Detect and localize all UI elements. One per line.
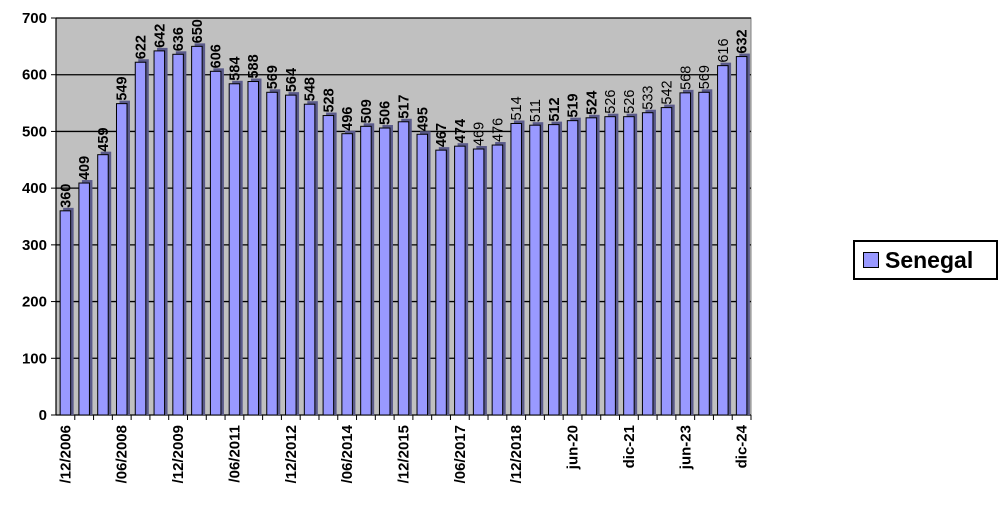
data-label: 632: [735, 29, 751, 53]
data-label: 616: [716, 38, 732, 62]
bar: [454, 145, 466, 416]
x-tick-label: /06/2017: [452, 425, 469, 483]
data-label: 549: [115, 76, 131, 100]
data-label: 584: [227, 57, 243, 81]
data-label: 564: [284, 68, 300, 92]
data-label: 511: [528, 99, 544, 122]
data-label: 509: [359, 99, 375, 123]
bar: [153, 50, 166, 416]
data-label: 568: [678, 66, 694, 90]
bar: [566, 120, 579, 416]
data-label: 542: [659, 80, 675, 104]
bar: [266, 91, 278, 416]
data-label: 569: [265, 65, 281, 89]
bar: [360, 125, 372, 416]
bar: [191, 45, 203, 416]
x-tick-label: /12/2009: [170, 425, 187, 483]
data-label: 636: [171, 27, 187, 51]
bar: [529, 124, 541, 416]
bar: [623, 116, 635, 416]
bar: [78, 182, 90, 416]
bar: [322, 115, 335, 416]
y-tick-label: 500: [22, 123, 47, 140]
data-label: 474: [453, 119, 469, 143]
bar: [548, 124, 560, 416]
data-label: 512: [547, 97, 563, 121]
data-label: 506: [378, 101, 394, 125]
y-tick-label: 100: [22, 350, 47, 367]
x-tick-label: /12/2015: [396, 425, 413, 483]
bar: [134, 61, 147, 416]
bar: [397, 121, 410, 416]
bar: [97, 154, 109, 416]
x-tick-label: jun-23: [677, 425, 694, 470]
x-tick-label: dic-21: [621, 425, 638, 468]
bar: [247, 81, 259, 416]
y-tick-label: 200: [22, 294, 47, 311]
x-tick-label: /12/2006: [57, 425, 74, 483]
x-tick-label: dic-24: [734, 424, 751, 468]
x-tick-label: /06/2011: [226, 425, 243, 483]
bar: [510, 122, 522, 416]
legend-swatch: [863, 252, 879, 268]
x-tick-label: jun-20: [565, 425, 582, 470]
legend-label: Senegal: [885, 246, 974, 273]
data-label: 606: [209, 44, 225, 68]
bar: [679, 92, 692, 416]
bar: [115, 103, 128, 416]
data-label: 622: [134, 35, 150, 59]
x-tick-label: /12/2018: [508, 425, 525, 483]
bar: [604, 116, 616, 416]
bar: [172, 53, 184, 416]
bar: [472, 148, 485, 416]
bar: [585, 117, 598, 416]
bar: [491, 144, 504, 416]
data-label: 642: [152, 24, 168, 48]
data-label: 469: [472, 122, 488, 146]
bar: [285, 94, 297, 416]
data-label: 495: [415, 107, 431, 131]
bar: [228, 83, 241, 416]
bar: [59, 210, 72, 416]
bar: [435, 149, 447, 416]
bar: [717, 65, 729, 416]
legend: Senegal: [853, 240, 998, 280]
data-label: 650: [190, 19, 206, 43]
y-tick-label: 400: [22, 180, 47, 197]
x-tick-label: /06/2014: [339, 424, 356, 483]
data-label: 496: [340, 106, 356, 130]
data-label: 528: [321, 88, 337, 112]
bar: [735, 56, 748, 416]
bar: [341, 133, 353, 416]
data-label: 524: [584, 91, 600, 115]
data-label: 526: [603, 89, 619, 113]
data-label: 514: [509, 96, 525, 120]
y-tick-label: 700: [22, 10, 47, 27]
bar: [209, 70, 222, 416]
data-label: 476: [490, 118, 506, 142]
bar: [698, 91, 710, 416]
bar: [378, 127, 391, 416]
y-tick-label: 0: [39, 407, 47, 424]
y-tick-label: 600: [22, 67, 47, 84]
bar: [303, 103, 316, 416]
data-label: 526: [622, 89, 638, 113]
data-label: 459: [96, 127, 112, 151]
data-label: 533: [641, 86, 657, 110]
x-tick-label: /12/2012: [283, 425, 300, 483]
y-tick-label: 300: [22, 237, 47, 254]
data-label: 569: [697, 65, 713, 89]
data-label: 548: [303, 77, 319, 101]
data-label: 409: [77, 156, 93, 180]
data-label: 588: [246, 54, 262, 78]
x-tick-label: /06/2008: [114, 425, 131, 483]
data-label: 360: [58, 184, 74, 208]
data-label: 467: [434, 123, 450, 147]
bar: [660, 107, 673, 416]
bar: [641, 112, 654, 416]
data-label: 517: [397, 95, 413, 119]
data-label: 519: [566, 93, 582, 117]
bar: [416, 133, 429, 416]
